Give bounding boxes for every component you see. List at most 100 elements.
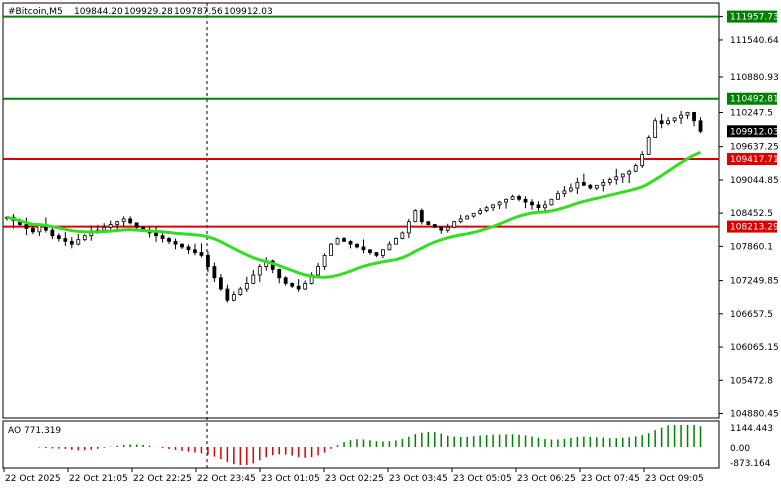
candle-body — [76, 239, 81, 245]
price-panel — [2, 2, 720, 419]
candle-body — [471, 212, 476, 217]
candle-body — [601, 182, 606, 186]
level-label-bg — [727, 220, 777, 233]
level-label-text: 110492.81 — [730, 95, 779, 105]
candle-body — [355, 243, 359, 248]
candle-body — [335, 238, 340, 245]
symbol-label: #Bitcoin,M5 — [8, 7, 63, 17]
current-price-label: 109912.03 — [730, 127, 779, 137]
moving-average-line — [6, 150, 702, 279]
time-tick-label: 22 Oct 21:05 — [69, 474, 128, 484]
level-labels: 111957.73 110492.81 109417.71 108213.29 — [727, 10, 779, 233]
candle-body — [484, 207, 489, 211]
candle-body — [633, 165, 638, 172]
candle-body — [82, 235, 87, 241]
candle-body — [193, 249, 197, 253]
level-label-text: 108213.29 — [730, 223, 779, 233]
price-tick-label: 106657.5 — [730, 310, 773, 320]
candle-body — [549, 198, 554, 206]
candle-body — [31, 228, 35, 233]
candle-body — [426, 221, 431, 225]
candle-body — [348, 240, 353, 245]
candle-body — [257, 266, 262, 276]
candle-body — [543, 204, 547, 209]
candle-body — [517, 196, 521, 200]
time-tick-label: 23 Oct 05:05 — [453, 474, 512, 484]
candle-body — [368, 249, 372, 253]
candle-body — [607, 179, 612, 183]
price-tick-label: 104880.45 — [730, 409, 779, 419]
candle-body — [588, 184, 593, 189]
time-tick-label: 22 Oct 2025 — [5, 474, 61, 484]
candle-body — [536, 204, 541, 209]
time-tick-label: 22 Oct 23:45 — [197, 474, 256, 484]
ao-tick-zero: 0.00 — [730, 444, 750, 454]
candle-body — [134, 222, 139, 228]
candle-body — [186, 246, 191, 251]
time-tick-label: 23 Oct 03:45 — [389, 474, 448, 484]
candle-body — [432, 224, 437, 228]
candle-body — [167, 238, 171, 242]
price-tick-label: 107249.85 — [730, 277, 779, 287]
level-label-bg — [727, 10, 777, 23]
candle-body — [419, 210, 424, 223]
level-label-bg — [727, 153, 777, 166]
candle-body — [225, 288, 230, 301]
candle-body — [108, 224, 113, 228]
price-tick-label: 109044.85 — [730, 176, 779, 186]
candle-body — [160, 235, 165, 239]
candle-body — [206, 254, 210, 267]
candle-body — [445, 226, 450, 231]
candle-body — [154, 232, 158, 237]
candle-body — [497, 201, 502, 206]
time-tick-label: 23 Oct 01:05 — [261, 474, 320, 484]
price-tick-label: 106065.15 — [730, 343, 779, 353]
candle-body — [173, 240, 178, 245]
candle-body — [504, 198, 508, 203]
candle-body — [614, 176, 619, 181]
ao-title: AO 771.319 — [8, 426, 61, 436]
candle-body — [491, 204, 496, 209]
high-value: 109929.28 — [124, 7, 173, 17]
candle-body — [56, 235, 61, 239]
candlesticks — [5, 110, 703, 303]
candle-body — [568, 187, 573, 192]
price-tick-label: 105472.8 — [730, 376, 773, 386]
candle-body — [199, 252, 204, 256]
level-lines — [3, 15, 719, 228]
price-tick-label: 107860.1 — [730, 242, 773, 252]
candle-body — [439, 226, 444, 231]
candle-body — [465, 215, 470, 220]
candle-body — [659, 120, 664, 124]
candle-body — [296, 285, 301, 290]
ao-tick-high: 1144.443 — [730, 424, 773, 434]
candle-body — [666, 120, 671, 124]
candle-body — [581, 182, 586, 186]
candle-body — [128, 218, 133, 224]
candle-body — [218, 277, 223, 290]
candle-body — [646, 137, 651, 155]
candle-body — [290, 283, 295, 287]
candle-body — [322, 254, 327, 267]
open-value: 109844.20 — [74, 7, 123, 17]
time-axis: 22 Oct 2025 22 Oct 21:05 22 Oct 22:25 22 Oc… — [3, 468, 704, 484]
candle-body — [329, 243, 333, 256]
candle-body — [381, 249, 385, 256]
candle-body — [640, 154, 645, 167]
candle-body — [556, 193, 560, 200]
candle-body — [413, 210, 418, 223]
ao-histogram — [38, 425, 702, 465]
candle-body — [530, 201, 534, 206]
price-tick-label: 110880.93 — [730, 73, 779, 83]
candle-body — [50, 229, 55, 237]
candle-body — [180, 243, 184, 248]
candle-body — [342, 238, 346, 242]
level-label-text: 111957.73 — [730, 13, 779, 23]
price-tick-label: 109637.25 — [730, 143, 779, 153]
candle-body — [244, 283, 249, 290]
candle-body — [672, 117, 677, 122]
candle-body — [679, 114, 683, 119]
candle-body — [303, 283, 308, 290]
candle-body — [374, 252, 379, 256]
